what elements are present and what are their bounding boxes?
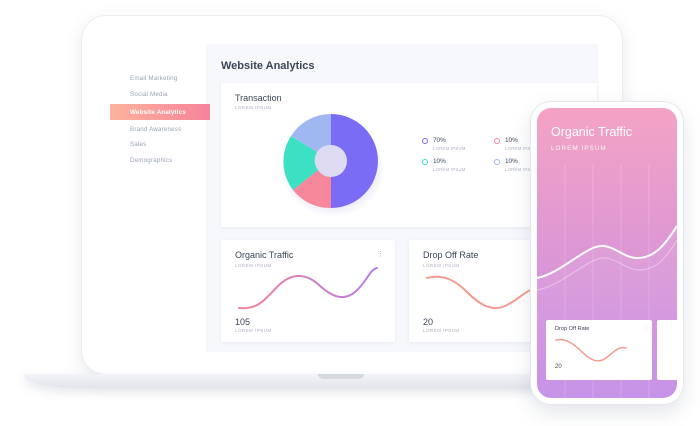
sidebar-item-demographics[interactable]: Demographics	[130, 157, 173, 164]
sidebar-item-email-marketing[interactable]: Email Marketing	[130, 75, 178, 82]
organic-traffic-card: Organic Traffic LOREM IPSUM ⋮ 105 LOREM …	[221, 240, 395, 342]
legend-label: LOREM IPSUM	[505, 146, 538, 151]
drop-off-rate-title: Drop Off Rate	[423, 250, 479, 260]
phone-card-sparkline	[555, 338, 627, 362]
laptop-base	[24, 374, 658, 388]
sparkline-line	[555, 338, 627, 362]
drop-off-rate-value: 20	[423, 317, 434, 327]
legend-label: LOREM IPSUM	[505, 167, 538, 172]
phone-chart-line-secondary	[537, 239, 677, 291]
sidebar: Email Marketing Social Media Brand Aware…	[102, 44, 206, 352]
drop-off-rate-subtitle: LOREM IPSUM	[423, 263, 460, 268]
donut-slice-teal	[283, 136, 318, 190]
sidebar-item-website-analytics[interactable]: Website Analytics	[110, 104, 210, 120]
legend-value: 10%	[505, 158, 518, 165]
drop-off-rate-sparkline	[426, 275, 540, 310]
legend-label: LOREM IPSUM	[433, 167, 466, 172]
legend-dot-icon	[494, 159, 500, 165]
transaction-title: Transaction	[235, 93, 282, 103]
phone-drop-off-card: Drop Off Rate ⋮ 20	[546, 320, 652, 380]
phone-subtitle: LOREM IPSUM	[551, 145, 607, 152]
transaction-subtitle: LOREM IPSUM	[235, 105, 272, 110]
phone-screen: Organic Traffic LOREM IPSUM Drop Off Rat…	[537, 108, 677, 398]
legend-value: 10%	[433, 158, 446, 165]
donut-slice-pink	[293, 170, 331, 209]
donut-slice-blue	[291, 113, 331, 152]
donut-chart	[281, 113, 385, 217]
phone-title: Organic Traffic	[551, 125, 633, 139]
sparkline-line	[238, 267, 378, 310]
more-vertical-icon[interactable]: ⋮	[644, 325, 649, 331]
organic-traffic-value-label: LOREM IPSUM	[235, 328, 272, 333]
organic-traffic-subtitle: LOREM IPSUM	[235, 263, 272, 268]
laptop-notch	[318, 374, 364, 379]
legend-value: 70%	[433, 137, 446, 144]
sidebar-item-brand-awareness[interactable]: Brand Awareness	[130, 126, 182, 133]
legend-label: LOREM IPSUM	[433, 146, 466, 151]
legend-dot-icon	[422, 159, 428, 165]
legend-dot-icon	[422, 138, 428, 144]
organic-traffic-sparkline	[238, 267, 378, 310]
drop-off-rate-value-label: LOREM IPSUM	[423, 328, 460, 333]
phone-card-title: Drop Off Rate	[555, 326, 590, 332]
phone-card-partial	[657, 320, 677, 380]
legend-dot-icon	[494, 138, 500, 144]
donut-slice-purple	[331, 114, 378, 208]
sidebar-item-label: Website Analytics	[130, 108, 187, 116]
phone-chart-line	[537, 225, 677, 279]
organic-traffic-title: Organic Traffic	[235, 250, 294, 260]
organic-traffic-value: 105	[235, 317, 251, 327]
phone-card-value: 20	[555, 364, 562, 370]
legend-value: 10%	[505, 137, 518, 144]
more-vertical-icon[interactable]: ⋮	[377, 251, 384, 258]
sidebar-item-sales[interactable]: Sales	[130, 141, 147, 148]
page-title: Website Analytics	[221, 60, 315, 72]
sidebar-item-social-media[interactable]: Social Media	[130, 91, 168, 98]
sparkline-line	[426, 275, 540, 310]
